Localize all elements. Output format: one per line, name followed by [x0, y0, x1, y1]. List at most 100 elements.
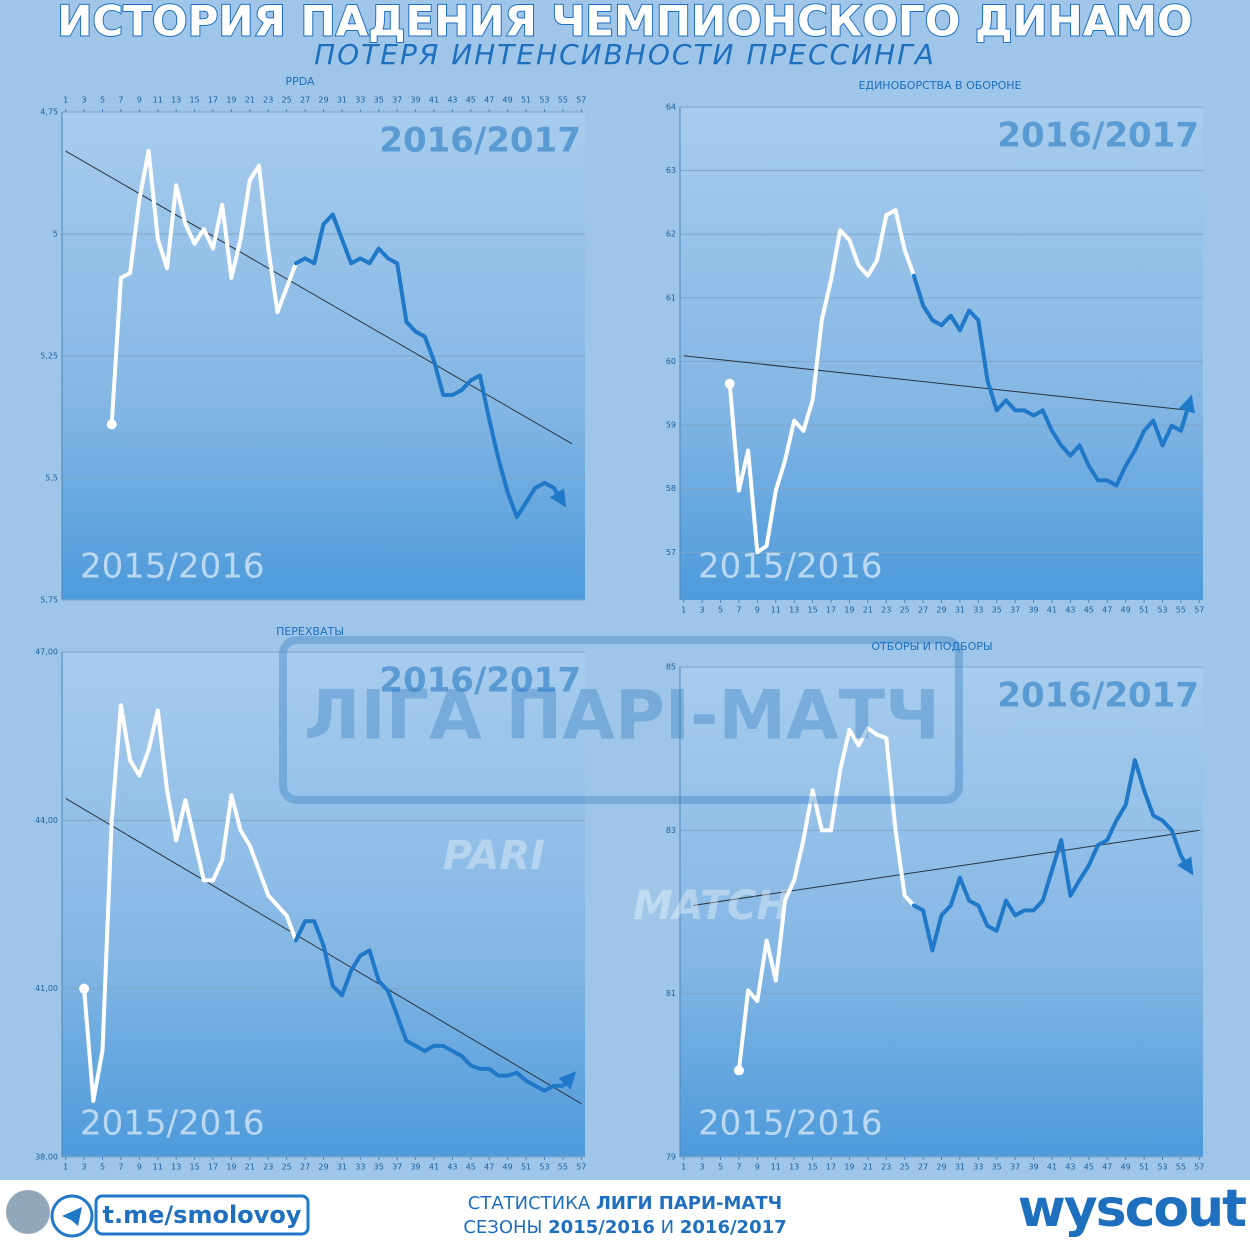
page-subtitle: ПОТЕРЯ ИНТЕНСИВНОСТИ ПРЕССИНГА [314, 38, 936, 71]
footer-text: 2016/2017 [680, 1217, 787, 1238]
y-tick-label: 58 [666, 484, 676, 493]
x-tick-label: 31 [955, 606, 965, 615]
x-tick-label: 19 [226, 96, 236, 105]
handle-box [94, 1194, 310, 1236]
watermark-frame [279, 636, 963, 804]
x-tick-label: 53 [539, 1163, 549, 1172]
x-tick-label: 7 [118, 96, 123, 105]
y-tick-label: 57 [666, 548, 676, 557]
x-tick-label: 19 [226, 1163, 236, 1172]
x-tick-label: 19 [844, 606, 854, 615]
x-tick-label: 51 [1139, 1163, 1149, 1172]
x-tick-label: 5 [718, 1163, 723, 1172]
x-tick-label: 25 [900, 1163, 910, 1172]
season-label: 2015/2016 [698, 547, 883, 587]
x-tick-label: 55 [1176, 606, 1186, 615]
data-line [293, 212, 565, 519]
x-tick-label: 1 [63, 96, 68, 105]
x-tick-label: 13 [789, 1163, 799, 1172]
chart-title: ОТБОРЫ И ПОДБОРЫ [871, 640, 992, 653]
y-tick-label: 5,25 [40, 352, 58, 361]
data-line [736, 726, 916, 1073]
x-tick-label: 27 [300, 96, 310, 105]
x-tick-label: 57 [1194, 606, 1204, 615]
x-tick-label: 21 [245, 1163, 255, 1172]
watermark-brand: PARI [443, 833, 545, 879]
y-tick-label: 44,00 [35, 816, 58, 825]
x-tick-label: 35 [374, 96, 384, 105]
x-tick-label: 35 [374, 1163, 384, 1172]
watermark-brand: MATCH [633, 883, 790, 929]
handle[interactable]: t.me/smolovoy [103, 1201, 302, 1229]
y-tick-label: 5,5 [45, 474, 58, 483]
x-tick-label: 37 [392, 96, 402, 105]
y-tick-label: 62 [666, 230, 676, 239]
x-tick-label: 41 [429, 1163, 439, 1172]
x-tick-label: 53 [539, 96, 549, 105]
x-tick-label: 3 [700, 606, 705, 615]
trend-line [692, 829, 1200, 906]
end-arrow [1178, 394, 1195, 414]
x-tick-label: 29 [318, 1163, 328, 1172]
x-tick-label: 45 [1084, 1163, 1094, 1172]
x-tick-label: 13 [171, 1163, 181, 1172]
x-tick-label: 45 [466, 96, 476, 105]
x-tick-label: 51 [1139, 606, 1149, 615]
x-tick-label: 37 [392, 1163, 402, 1172]
x-tick-label: 3 [82, 1163, 87, 1172]
x-tick-label: 29 [936, 606, 946, 615]
y-tick-label: 81 [666, 989, 676, 998]
x-tick-label: 47 [1102, 606, 1112, 615]
x-tick-label: 11 [771, 606, 781, 615]
x-tick-label: 33 [973, 606, 983, 615]
x-tick-label: 17 [208, 96, 218, 105]
x-tick-label: 9 [137, 1163, 142, 1172]
chart-title: ПЕРЕХВАТЫ [276, 625, 344, 638]
x-tick-label: 21 [863, 1163, 873, 1172]
x-tick-label: 15 [807, 1163, 817, 1172]
y-tick-label: 63 [666, 166, 676, 175]
season-label: 2015/2016 [698, 1104, 883, 1144]
x-tick-label: 49 [503, 1163, 513, 1172]
x-tick-label: 39 [410, 1163, 420, 1172]
start-point [79, 983, 90, 994]
season-label: 2016/2017 [379, 661, 581, 701]
y-tick-label: 79 [666, 1153, 676, 1162]
season-label: 2015/2016 [80, 1104, 265, 1144]
x-tick-label: 49 [1121, 606, 1131, 615]
x-tick-label: 23 [881, 1163, 891, 1172]
data-line [109, 149, 298, 427]
data-line [911, 273, 1193, 488]
x-tick-label: 21 [863, 606, 873, 615]
avatar [6, 1190, 50, 1234]
y-tick-label: 60 [666, 357, 676, 366]
footer-text: СТАТИСТИКА [468, 1193, 591, 1214]
x-tick-label: 41 [429, 96, 439, 105]
x-tick-label: 25 [282, 96, 292, 105]
x-tick-label: 7 [736, 1163, 741, 1172]
data-line [82, 703, 298, 1103]
x-tick-label: 9 [137, 96, 142, 105]
y-tick-label: 4,75 [40, 108, 58, 117]
data-line [727, 208, 916, 555]
x-tick-label: 43 [447, 96, 457, 105]
chart-title: ЕДИНОБОРСТВА В ОБОРОНЕ [859, 79, 1022, 92]
y-tick-label: 64 [666, 103, 676, 112]
x-tick-label: 39 [1028, 1163, 1038, 1172]
x-tick-label: 15 [807, 606, 817, 615]
x-tick-label: 53 [1157, 606, 1167, 615]
telegram-plane [62, 1207, 82, 1226]
x-tick-label: 47 [1102, 1163, 1112, 1172]
plot-area [680, 107, 1203, 600]
x-tick-label: 5 [718, 606, 723, 615]
x-tick-label: 17 [826, 606, 836, 615]
x-tick-label: 27 [300, 1163, 310, 1172]
x-tick-label: 3 [700, 1163, 705, 1172]
x-tick-label: 1 [63, 1163, 68, 1172]
watermark-league: ЛІГА ПАРІ-МАТЧ [304, 677, 940, 756]
season-label: 2016/2017 [997, 676, 1199, 716]
x-tick-label: 21 [245, 96, 255, 105]
y-tick-label: 38,00 [35, 1153, 58, 1162]
start-point [724, 378, 735, 389]
data-line [293, 919, 575, 1093]
